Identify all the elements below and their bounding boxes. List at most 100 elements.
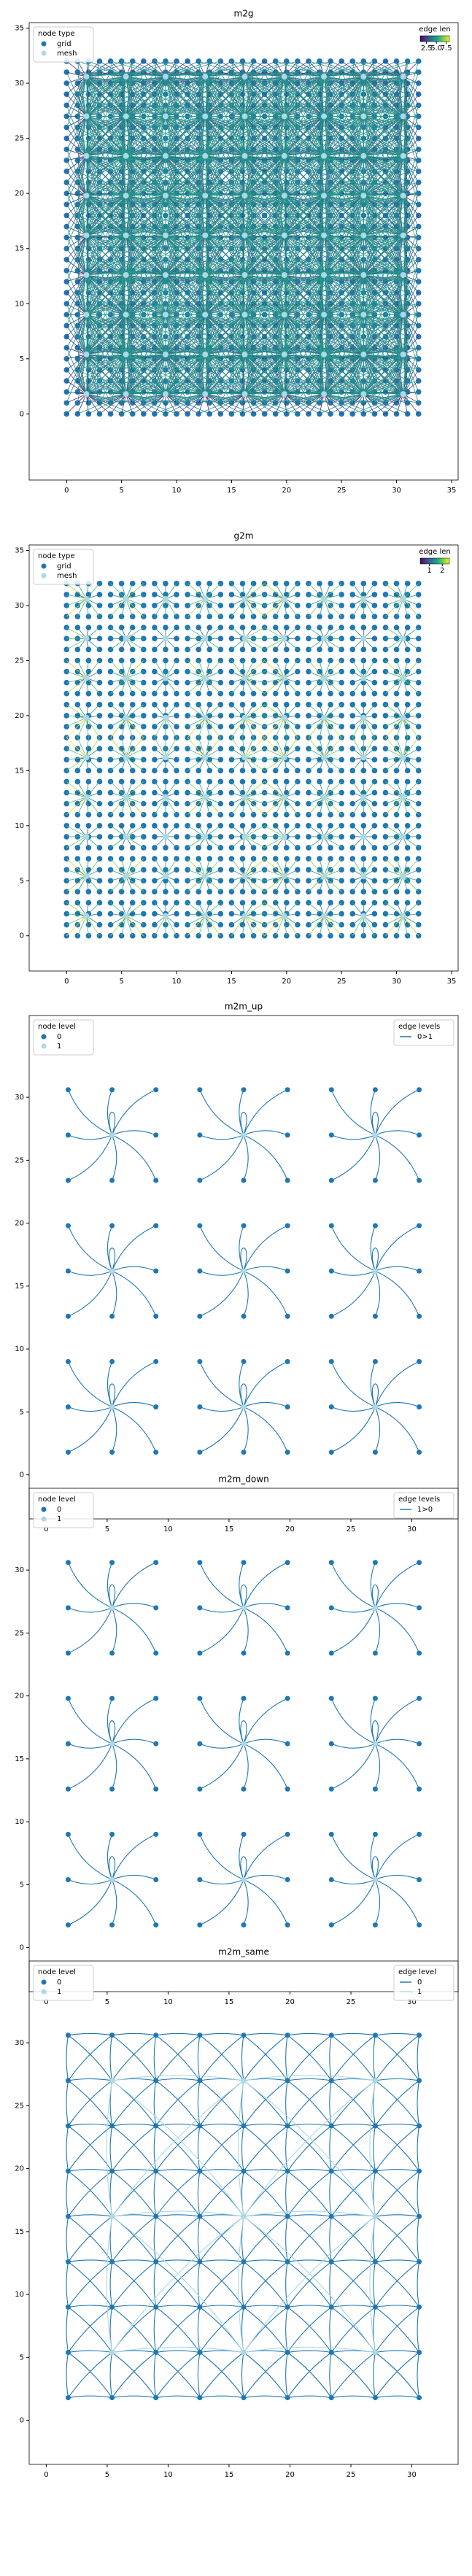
edges bbox=[106, 2075, 376, 2353]
node bbox=[393, 690, 400, 697]
node bbox=[118, 811, 125, 818]
node bbox=[65, 2213, 71, 2219]
node bbox=[415, 800, 422, 807]
node bbox=[372, 2259, 378, 2264]
legend-title: node level bbox=[38, 1968, 76, 1976]
node bbox=[281, 113, 287, 120]
node bbox=[162, 271, 169, 278]
node bbox=[123, 232, 129, 239]
node bbox=[382, 921, 389, 928]
node bbox=[417, 2395, 422, 2401]
node bbox=[400, 595, 406, 602]
x-tick-label: 10 bbox=[163, 2471, 173, 2479]
legend-label: mesh bbox=[57, 572, 77, 580]
node bbox=[284, 746, 290, 751]
node bbox=[241, 873, 248, 880]
node bbox=[197, 1450, 203, 1455]
x-tick-label: 25 bbox=[337, 978, 347, 986]
node bbox=[162, 833, 169, 840]
node bbox=[85, 800, 92, 807]
node bbox=[107, 845, 114, 851]
node bbox=[153, 1922, 159, 1928]
node bbox=[371, 910, 378, 917]
node bbox=[174, 921, 179, 928]
node bbox=[241, 833, 248, 840]
node bbox=[360, 624, 367, 630]
node bbox=[228, 867, 235, 873]
node bbox=[241, 2168, 247, 2174]
node bbox=[196, 411, 201, 417]
node bbox=[372, 2168, 378, 2174]
node bbox=[197, 1876, 203, 1882]
node bbox=[63, 635, 70, 642]
node bbox=[63, 190, 70, 196]
node bbox=[241, 2304, 247, 2310]
node bbox=[417, 1876, 422, 1882]
node bbox=[63, 234, 70, 241]
x-tick-label: 20 bbox=[282, 978, 291, 986]
legend-label: 1 bbox=[57, 1988, 61, 1996]
node bbox=[83, 754, 90, 761]
node bbox=[241, 635, 248, 642]
node bbox=[241, 193, 248, 199]
node bbox=[129, 411, 136, 417]
node bbox=[372, 1268, 378, 1274]
x-tick-label: 5 bbox=[105, 2471, 109, 2479]
node bbox=[174, 592, 179, 597]
node bbox=[360, 690, 367, 697]
node bbox=[129, 845, 136, 851]
node bbox=[393, 789, 400, 796]
node bbox=[241, 391, 248, 398]
node bbox=[202, 391, 209, 398]
node bbox=[317, 889, 322, 895]
node bbox=[415, 223, 422, 230]
node bbox=[129, 823, 136, 829]
node bbox=[123, 635, 129, 642]
x-tick-label: 0 bbox=[44, 1998, 48, 2006]
node bbox=[349, 834, 356, 840]
edges bbox=[110, 583, 419, 892]
node bbox=[83, 675, 90, 681]
node bbox=[196, 624, 201, 630]
node bbox=[123, 873, 129, 880]
node bbox=[241, 1450, 247, 1455]
y-tick-label: 5 bbox=[20, 2353, 24, 2362]
node bbox=[96, 411, 103, 417]
node bbox=[63, 767, 70, 774]
node bbox=[228, 746, 235, 751]
node bbox=[417, 2259, 422, 2264]
node bbox=[372, 1786, 378, 1792]
node bbox=[65, 2395, 71, 2401]
edges bbox=[66, 61, 419, 414]
node bbox=[415, 834, 422, 840]
node bbox=[349, 789, 356, 796]
axes-frame bbox=[28, 22, 459, 481]
node bbox=[239, 856, 246, 862]
node bbox=[372, 2123, 378, 2129]
node bbox=[281, 232, 287, 239]
node bbox=[123, 312, 129, 318]
node bbox=[241, 595, 248, 602]
node bbox=[349, 690, 356, 697]
node bbox=[241, 2349, 247, 2355]
node bbox=[123, 714, 129, 721]
node bbox=[107, 713, 114, 719]
node bbox=[371, 635, 378, 642]
node bbox=[107, 679, 114, 686]
chart-title: m2g bbox=[234, 9, 254, 19]
node bbox=[197, 1177, 203, 1183]
x-tick-label: 5 bbox=[119, 487, 123, 495]
node bbox=[281, 391, 287, 398]
node bbox=[281, 675, 287, 681]
node bbox=[153, 1313, 159, 1319]
node bbox=[152, 921, 158, 928]
node bbox=[404, 856, 411, 862]
node bbox=[141, 679, 147, 686]
node bbox=[372, 1404, 378, 1409]
node bbox=[153, 1786, 159, 1792]
legend-label: 0 bbox=[57, 1506, 61, 1514]
node bbox=[109, 1560, 115, 1566]
node bbox=[83, 232, 90, 239]
node bbox=[285, 2304, 290, 2310]
node bbox=[153, 1268, 159, 1274]
